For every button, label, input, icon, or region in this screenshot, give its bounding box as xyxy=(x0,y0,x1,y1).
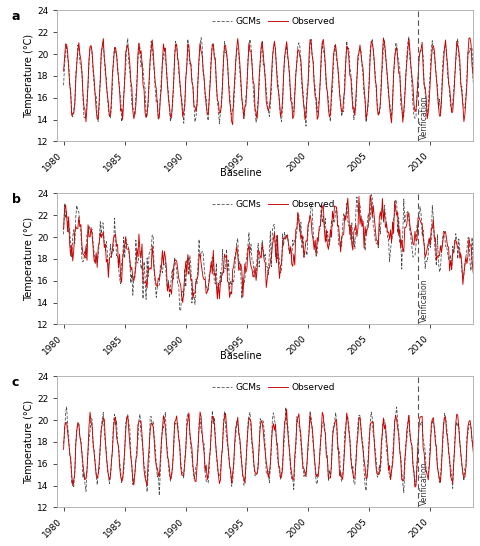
Observed xyxy=(200,274,206,281)
GCMs xyxy=(406,34,412,40)
Observed xyxy=(185,417,191,423)
GCMs xyxy=(366,434,372,441)
Text: a: a xyxy=(12,10,20,23)
Observed xyxy=(365,224,371,230)
Observed xyxy=(434,88,440,95)
Text: Baseline: Baseline xyxy=(220,168,262,177)
Observed xyxy=(365,98,371,105)
Observed xyxy=(353,94,359,100)
Observed xyxy=(185,40,191,47)
Line: Observed: Observed xyxy=(63,195,478,302)
Observed xyxy=(412,484,418,490)
GCMs xyxy=(292,236,298,243)
Legend: GCMs, Observed: GCMs, Observed xyxy=(208,379,339,396)
Observed xyxy=(367,192,373,199)
GCMs xyxy=(199,41,205,48)
Y-axis label: Temperature (°C): Temperature (°C) xyxy=(24,217,34,301)
Observed xyxy=(230,121,236,128)
Legend: GCMs, Observed: GCMs, Observed xyxy=(208,14,339,30)
GCMs xyxy=(368,192,374,198)
Text: Verification: Verification xyxy=(420,462,429,505)
Observed xyxy=(475,265,480,271)
Observed xyxy=(180,299,186,306)
Observed xyxy=(435,470,441,477)
Text: Verification: Verification xyxy=(420,278,429,322)
Observed xyxy=(60,446,66,453)
Observed xyxy=(186,258,192,265)
GCMs xyxy=(64,403,70,410)
Observed xyxy=(475,455,480,462)
Observed xyxy=(292,262,298,268)
Observed xyxy=(60,68,66,74)
GCMs xyxy=(353,207,359,213)
GCMs xyxy=(186,272,192,278)
Text: Verification: Verification xyxy=(420,96,429,139)
Line: GCMs: GCMs xyxy=(63,195,478,311)
Observed xyxy=(467,34,473,41)
Observed xyxy=(353,461,359,467)
GCMs xyxy=(354,438,360,445)
Observed xyxy=(292,93,298,99)
GCMs xyxy=(365,103,371,110)
GCMs xyxy=(365,210,371,217)
GCMs xyxy=(435,105,441,111)
GCMs xyxy=(435,470,441,477)
GCMs xyxy=(187,432,193,438)
Line: GCMs: GCMs xyxy=(63,407,478,495)
GCMs xyxy=(178,307,183,314)
Line: Observed: Observed xyxy=(63,38,478,124)
Line: GCMs: GCMs xyxy=(63,37,478,126)
Observed xyxy=(284,406,289,412)
GCMs xyxy=(60,231,66,238)
GCMs xyxy=(293,444,299,451)
Observed xyxy=(353,222,359,228)
Text: c: c xyxy=(12,377,19,389)
GCMs xyxy=(353,102,359,109)
Observed xyxy=(199,429,205,436)
GCMs xyxy=(60,82,66,88)
Observed xyxy=(60,226,66,233)
Text: b: b xyxy=(12,193,21,206)
Y-axis label: Temperature (°C): Temperature (°C) xyxy=(24,400,34,484)
Observed xyxy=(199,51,205,58)
Line: Observed: Observed xyxy=(63,409,478,487)
Legend: GCMs, Observed: GCMs, Observed xyxy=(208,197,339,213)
Observed xyxy=(435,252,441,259)
Observed xyxy=(365,462,371,469)
GCMs xyxy=(201,441,207,447)
GCMs xyxy=(156,492,162,498)
GCMs xyxy=(303,123,309,129)
GCMs xyxy=(60,440,66,447)
Y-axis label: Temperature (°C): Temperature (°C) xyxy=(24,34,34,118)
GCMs xyxy=(435,258,441,265)
Observed xyxy=(292,453,298,459)
GCMs xyxy=(475,97,480,103)
GCMs xyxy=(291,109,297,115)
GCMs xyxy=(475,279,480,286)
GCMs xyxy=(185,36,191,43)
Observed xyxy=(475,103,480,110)
GCMs xyxy=(200,249,206,256)
GCMs xyxy=(475,465,480,472)
Text: Baseline: Baseline xyxy=(220,351,262,360)
